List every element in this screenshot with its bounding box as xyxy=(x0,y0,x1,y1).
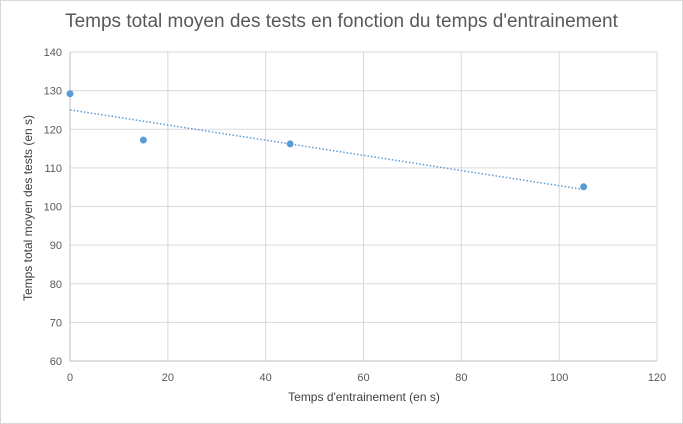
x-tick-label: 80 xyxy=(455,372,467,384)
y-tick-label: 90 xyxy=(50,240,62,252)
x-axis-label: Temps d'entrainement (en s) xyxy=(288,390,440,404)
grid xyxy=(69,51,658,362)
y-tick-label: 110 xyxy=(44,163,62,175)
data-point xyxy=(139,136,147,144)
y-tick-label: 60 xyxy=(50,356,62,368)
y-tick-label: 100 xyxy=(44,202,62,214)
data-point xyxy=(66,90,74,98)
x-tick-label: 20 xyxy=(162,372,174,384)
x-tick-label: 40 xyxy=(260,372,272,384)
trendline-group xyxy=(69,109,584,191)
x-tick-label: 0 xyxy=(67,372,73,384)
y-tick-label: 70 xyxy=(50,317,62,329)
y-tick-label: 80 xyxy=(50,279,62,291)
data-point xyxy=(286,140,294,148)
x-tick-label: 100 xyxy=(550,372,568,384)
y-tick-label: 130 xyxy=(44,86,62,98)
y-tick-label: 120 xyxy=(44,124,62,136)
data-point xyxy=(580,183,588,191)
y-axis-ticks: 60 70 80 90 100 110 120 130 140 xyxy=(44,47,62,368)
data-points xyxy=(66,90,588,191)
y-axis-label: Temps total moyen des tests (en s) xyxy=(21,115,35,301)
chart-title: Temps total moyen des tests en fonction … xyxy=(65,11,618,32)
x-tick-label: 120 xyxy=(648,372,666,384)
y-tick-label: 140 xyxy=(44,47,62,59)
x-tick-label: 60 xyxy=(357,372,369,384)
x-axis-ticks: 0 20 40 60 80 100 120 xyxy=(67,372,666,384)
trendline xyxy=(69,109,584,191)
